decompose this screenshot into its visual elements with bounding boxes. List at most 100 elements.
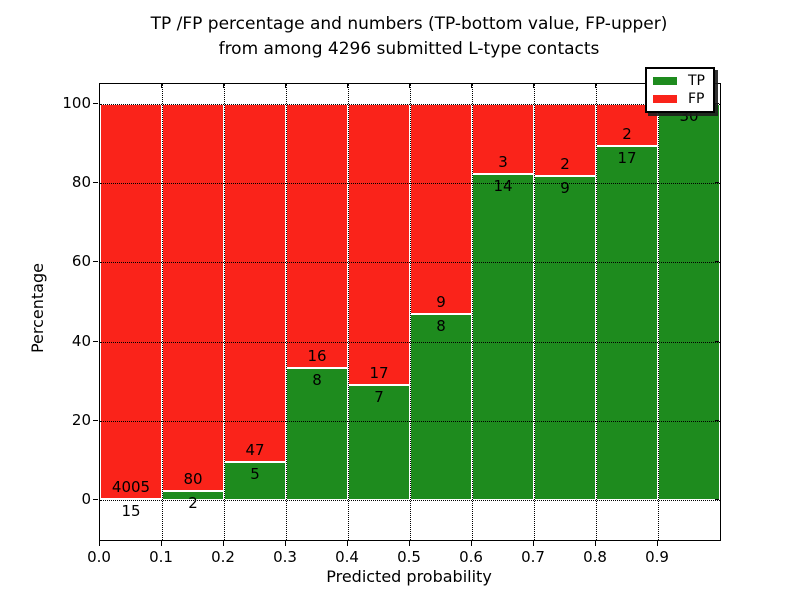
bar-segment-tp	[596, 145, 658, 501]
y-tick-label: 40	[71, 331, 91, 350]
x-tick-mark-top	[471, 84, 472, 88]
x-axis-label: Predicted probability	[326, 567, 492, 586]
tp-count-label: 7	[374, 387, 384, 406]
vertical-gridline	[348, 84, 349, 540]
y-tick-label: 80	[71, 173, 91, 192]
x-tick-mark	[223, 541, 224, 546]
x-tick-mark-top	[595, 84, 596, 88]
x-tick-mark-top	[99, 84, 100, 88]
y-tick-label: 100	[62, 93, 91, 112]
legend-label-tp: TP	[688, 73, 705, 89]
x-tick-mark-top	[347, 84, 348, 88]
bar-segment-fp	[286, 103, 348, 369]
tp-count-label: 15	[121, 501, 141, 520]
x-tick-mark	[595, 541, 596, 546]
x-tick-label: 0.8	[583, 548, 607, 566]
x-tick-mark-top	[223, 84, 224, 88]
fp-count-label: 9	[436, 292, 446, 311]
fp-count-label: 47	[245, 441, 265, 460]
x-tick-mark	[409, 541, 410, 546]
vertical-gridline	[410, 84, 411, 540]
x-tick-label: 0.2	[211, 548, 235, 566]
vertical-gridline	[286, 84, 287, 540]
x-tick-label: 0.1	[149, 548, 173, 566]
x-tick-label: 0.5	[397, 548, 421, 566]
legend: TP FP	[645, 67, 715, 113]
vertical-gridline	[534, 84, 535, 540]
y-tick-label: 20	[71, 411, 91, 430]
bar-segment-tp	[286, 368, 348, 501]
x-tick-mark-top	[161, 84, 162, 88]
vertical-gridline	[596, 84, 597, 540]
tp-count-label: 5	[250, 465, 260, 484]
fp-count-label: 3	[498, 152, 508, 171]
vertical-gridline	[162, 84, 163, 540]
bar-segment-tp	[348, 384, 410, 501]
y-tick-mark	[93, 182, 98, 184]
x-tick-label: 0.0	[87, 548, 111, 566]
bar-segment-fp	[100, 103, 162, 499]
x-tick-mark	[471, 541, 472, 546]
tp-count-label: 9	[560, 178, 570, 197]
x-tick-label: 0.9	[645, 548, 669, 566]
fp-count-label: 2	[622, 124, 632, 143]
y-tick-mark-right	[715, 102, 719, 104]
vertical-gridline	[472, 84, 473, 540]
bar-segment-tp	[224, 462, 286, 501]
x-tick-mark	[285, 541, 286, 546]
x-tick-label: 0.6	[459, 548, 483, 566]
y-tick-mark	[93, 420, 98, 422]
tp-count-label: 17	[617, 148, 637, 167]
x-tick-mark-top	[285, 84, 286, 88]
y-tick-mark-right	[715, 340, 719, 342]
vertical-gridline	[658, 84, 659, 540]
legend-item-tp: TP	[653, 72, 707, 90]
x-tick-mark-top	[533, 84, 534, 88]
vertical-gridline	[224, 84, 225, 540]
tp-swatch-icon	[653, 77, 677, 85]
y-tick-mark	[93, 499, 98, 501]
x-tick-mark	[533, 541, 534, 546]
bar-segment-fp	[224, 103, 286, 463]
y-tick-label: 0	[81, 490, 91, 509]
y-tick-mark-right	[715, 420, 719, 422]
bar-segment-tp	[658, 103, 720, 501]
bar-segment-fp	[348, 103, 410, 385]
x-tick-mark	[347, 541, 348, 546]
tp-count-label: 8	[312, 371, 322, 390]
y-tick-mark	[93, 261, 98, 263]
x-tick-label: 0.4	[335, 548, 359, 566]
fp-count-label: 17	[369, 363, 389, 382]
tp-count-label: 2	[188, 493, 198, 512]
y-tick-mark-right	[715, 499, 719, 501]
fp-count-label: 2	[560, 154, 570, 173]
chart-title-line1: TP /FP percentage and numbers (TP-bottom…	[150, 14, 668, 34]
fp-count-label: 80	[183, 469, 203, 488]
fp-count-label: 4005	[111, 477, 151, 496]
tp-count-label: 8	[436, 316, 446, 335]
bar-segment-fp	[472, 103, 534, 174]
y-tick-mark	[93, 340, 98, 342]
x-tick-mark	[161, 541, 162, 546]
tp-count-label: 14	[493, 176, 513, 195]
bar-segment-tp	[472, 173, 534, 501]
fp-swatch-icon	[653, 95, 677, 103]
y-tick-mark-right	[715, 261, 719, 263]
chart-title-line2: from among 4296 submitted L-type contact…	[218, 39, 600, 59]
y-tick-label: 60	[71, 252, 91, 271]
y-tick-mark	[93, 102, 98, 104]
y-tick-mark-right	[715, 182, 719, 184]
bar-segment-fp	[410, 103, 472, 314]
fp-count-label: 16	[307, 347, 327, 366]
plot-area: 4005158024751681779831429217030	[99, 83, 721, 541]
legend-item-fp: FP	[653, 90, 707, 108]
chart-title: TP /FP percentage and numbers (TP-bottom…	[99, 12, 719, 62]
x-tick-mark	[657, 541, 658, 546]
legend-label-fp: FP	[688, 91, 705, 107]
x-tick-mark-top	[409, 84, 410, 88]
x-tick-mark	[99, 541, 100, 546]
bar-segment-tp	[534, 175, 596, 501]
x-tick-label: 0.7	[521, 548, 545, 566]
x-tick-label: 0.3	[273, 548, 297, 566]
